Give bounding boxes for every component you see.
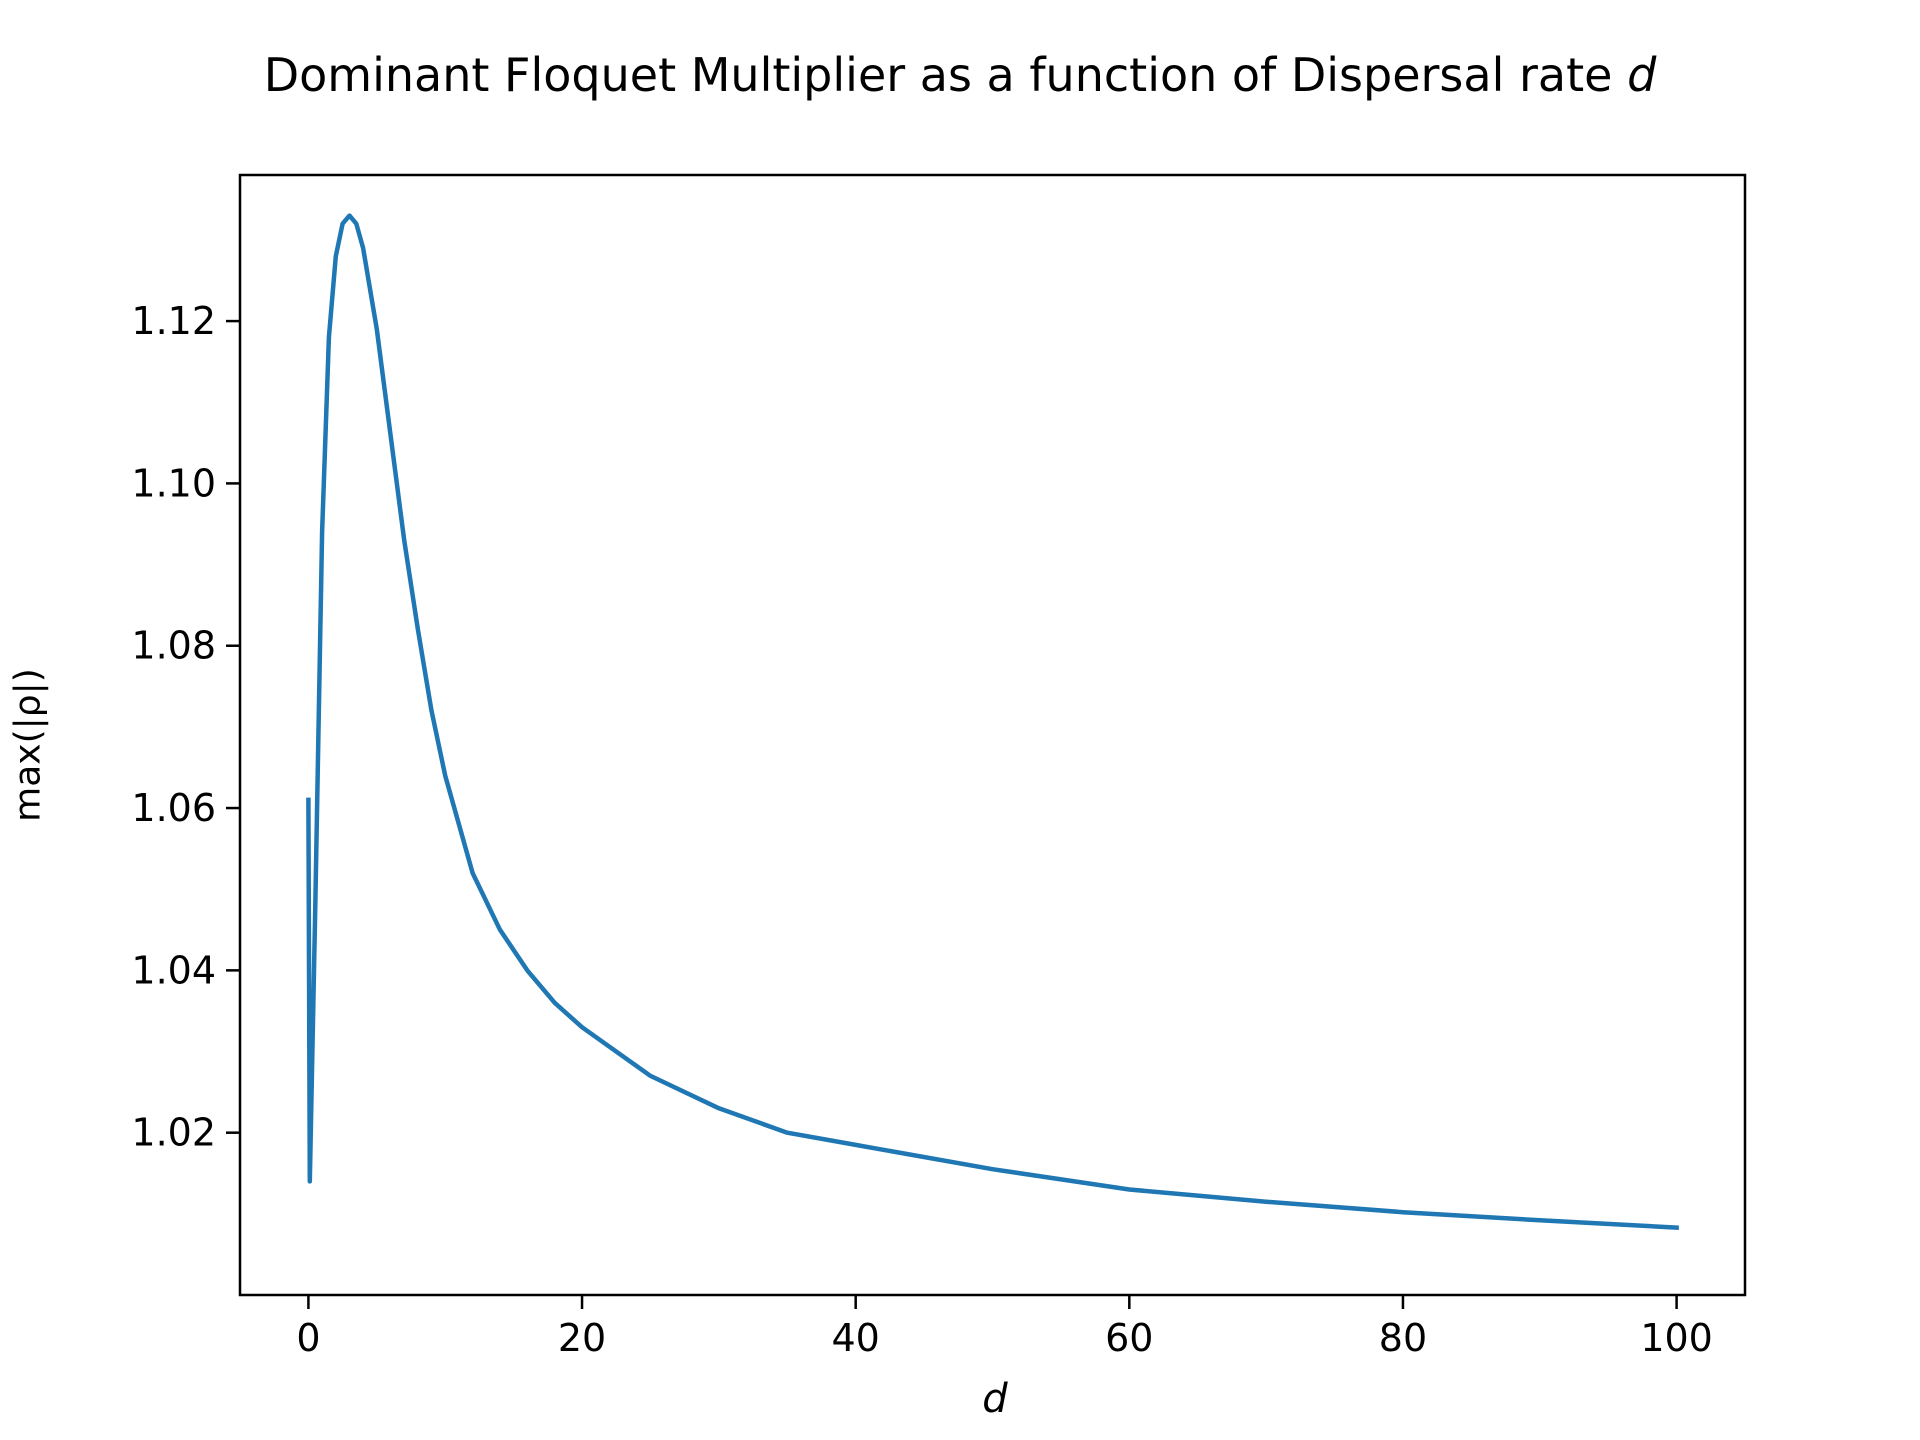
- x-tick-label: 0: [296, 1316, 320, 1360]
- x-tick-label: 80: [1379, 1316, 1427, 1360]
- plot-frame: [238, 173, 1747, 1297]
- y-tick-label: 1.12: [131, 299, 216, 343]
- chart-title-variable: d: [1627, 48, 1657, 102]
- x-tick-label: 100: [1640, 1316, 1713, 1360]
- x-tick-label: 40: [832, 1316, 880, 1360]
- x-axis-label: d: [982, 1376, 1008, 1422]
- y-tick-label: 1.06: [131, 786, 216, 830]
- y-tick-label: 1.02: [131, 1111, 216, 1155]
- y-axis-label: max(|ρ|): [7, 668, 49, 822]
- y-tick-label: 1.08: [131, 624, 216, 668]
- plot-area: [306, 213, 1679, 1230]
- x-tick-label: 20: [558, 1316, 606, 1360]
- chart-title-text: Dominant Floquet Multiplier as a functio…: [263, 48, 1613, 102]
- y-tick-label: 1.04: [131, 948, 216, 992]
- y-tick-label: 1.10: [131, 461, 216, 505]
- series-line-0: [306, 213, 1679, 1230]
- x-axis: 0 20 40 60 80 100: [296, 1295, 1713, 1360]
- chart-title: Dominant Floquet Multiplier as a functio…: [0, 48, 1920, 102]
- y-axis: 1.02 1.04 1.06 1.08 1.10 1.12: [131, 299, 240, 1155]
- x-tick-label: 60: [1105, 1316, 1153, 1360]
